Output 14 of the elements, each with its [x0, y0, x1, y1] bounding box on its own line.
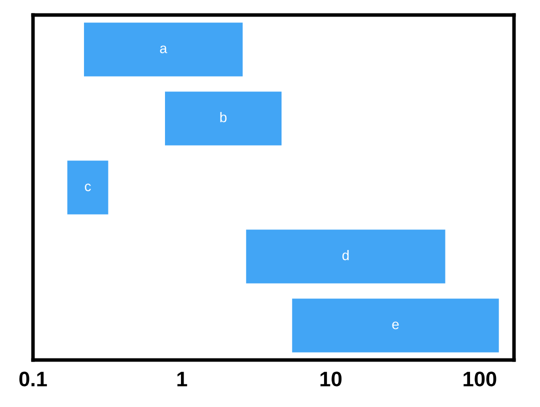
y-tick-label: b [220, 112, 227, 122]
bar [67, 160, 108, 214]
x-tick-label: 1 [177, 372, 188, 386]
bar [246, 230, 446, 284]
y-tick-label: c [84, 184, 91, 192]
bar [292, 298, 499, 352]
y-tick-label: a [160, 46, 168, 54]
bar [84, 22, 243, 76]
bar [164, 92, 282, 146]
x-tick-label: 0.1 [19, 372, 47, 386]
y-tick-label: e [392, 322, 399, 330]
x-tick-label: 10 [320, 372, 342, 386]
x-tick-label: 100 [464, 372, 496, 386]
y-tick-label: d [342, 250, 349, 260]
